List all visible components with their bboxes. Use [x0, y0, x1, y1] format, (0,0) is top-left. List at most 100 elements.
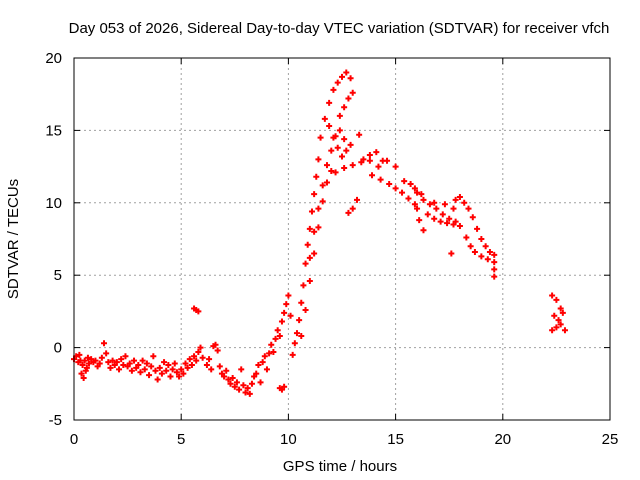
- data-point: [176, 373, 183, 380]
- data-point: [156, 364, 163, 371]
- data-point: [257, 379, 264, 386]
- data-point: [549, 327, 556, 334]
- data-point: [491, 266, 498, 273]
- data-point: [173, 369, 180, 376]
- data-point: [345, 95, 352, 102]
- data-point: [549, 292, 556, 299]
- data-point: [463, 234, 470, 241]
- data-point: [349, 162, 356, 169]
- data-point: [98, 354, 105, 361]
- data-point: [281, 383, 288, 390]
- data-point: [456, 222, 463, 229]
- data-point: [300, 282, 307, 289]
- data-point: [446, 215, 453, 222]
- data-point: [424, 211, 431, 218]
- y-axis-label: SDTVAR / TECUs: [5, 179, 22, 299]
- data-point: [242, 389, 249, 396]
- data-point: [216, 363, 223, 370]
- data-point: [238, 366, 245, 373]
- data-point: [137, 369, 144, 376]
- data-point: [323, 179, 330, 186]
- data-point: [276, 333, 283, 340]
- data-point: [469, 214, 476, 221]
- data-point: [553, 324, 560, 331]
- data-point: [109, 357, 116, 364]
- data-point: [341, 165, 348, 172]
- data-point: [96, 360, 103, 367]
- data-point: [456, 194, 463, 201]
- data-point: [414, 205, 421, 212]
- data-point: [122, 353, 129, 360]
- axis-ticks: 0 5 10 15 20 25 -5 0 5 10 15 20: [45, 50, 618, 448]
- data-point: [433, 205, 440, 212]
- x-axis-label: GPS time / hours: [283, 458, 397, 475]
- data-point: [319, 198, 326, 205]
- data-point: [347, 75, 354, 82]
- data-point: [302, 306, 309, 313]
- data-point: [467, 243, 474, 250]
- data-point: [418, 191, 425, 198]
- data-point: [311, 228, 318, 235]
- data-point: [186, 356, 193, 363]
- data-point: [336, 112, 343, 119]
- data-point: [317, 134, 324, 141]
- data-point: [261, 353, 268, 360]
- data-point: [315, 156, 322, 163]
- y-tick-label: 5: [54, 267, 62, 284]
- data-point: [240, 382, 247, 389]
- data-point: [248, 380, 255, 387]
- data-point: [139, 357, 146, 364]
- data-point: [559, 309, 566, 316]
- data-point: [411, 201, 418, 208]
- data-point: [253, 370, 260, 377]
- data-point: [392, 185, 399, 192]
- data-point: [416, 217, 423, 224]
- data-points: [71, 69, 568, 397]
- data-point: [392, 163, 399, 170]
- data-point: [291, 340, 298, 347]
- data-point: [486, 249, 493, 256]
- data-point: [431, 199, 438, 206]
- data-point: [298, 299, 305, 306]
- data-point: [308, 208, 315, 215]
- data-point: [339, 153, 345, 160]
- x-tick-label: 20: [494, 431, 511, 448]
- data-point: [349, 205, 356, 212]
- data-point: [450, 221, 457, 228]
- data-point: [441, 201, 448, 208]
- data-point: [557, 305, 564, 312]
- data-point: [360, 156, 367, 163]
- data-point: [379, 157, 386, 164]
- data-point: [208, 366, 215, 373]
- data-point: [163, 367, 170, 374]
- data-point: [332, 169, 339, 176]
- data-point: [105, 359, 112, 366]
- data-point: [349, 89, 356, 96]
- data-point: [188, 361, 195, 368]
- data-point: [366, 152, 373, 159]
- data-point: [165, 361, 172, 368]
- data-point: [334, 144, 341, 151]
- data-point: [330, 134, 337, 141]
- data-point: [478, 236, 485, 242]
- data-point: [154, 376, 161, 383]
- data-point: [321, 115, 328, 122]
- data-point: [126, 360, 133, 367]
- data-point: [414, 189, 421, 196]
- data-point: [263, 366, 270, 373]
- data-point: [328, 147, 335, 154]
- data-point: [315, 224, 322, 231]
- data-point: [356, 131, 363, 138]
- y-tick-label: 0: [54, 340, 62, 357]
- data-point: [437, 218, 444, 225]
- y-tick-label: 20: [45, 50, 62, 67]
- data-point: [293, 330, 300, 337]
- data-point: [236, 386, 243, 393]
- data-point: [191, 353, 198, 360]
- data-point: [178, 366, 185, 373]
- data-point: [152, 367, 159, 374]
- data-point: [465, 205, 472, 212]
- data-point: [377, 176, 384, 183]
- data-point: [343, 69, 350, 76]
